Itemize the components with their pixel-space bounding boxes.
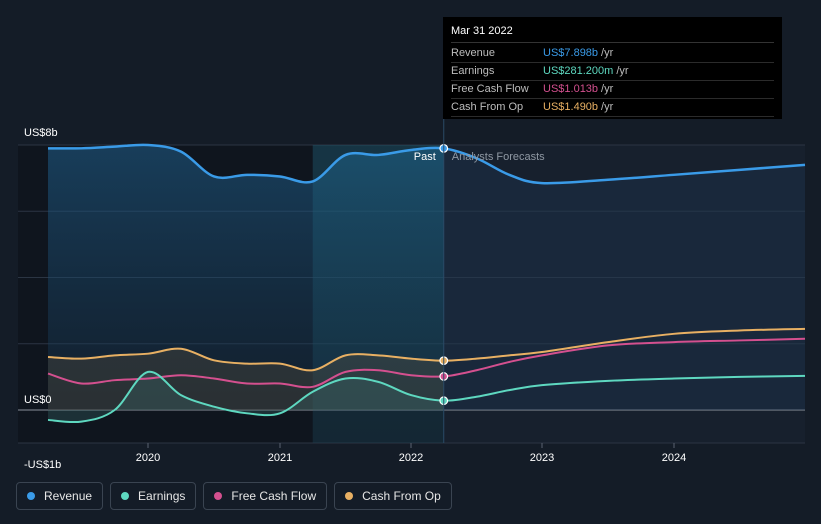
earnings-line — [47, 370, 806, 424]
tooltip-value: US$1.490b — [543, 101, 599, 113]
tooltip-value: US$1.013b — [543, 83, 599, 95]
highlight-band — [312, 145, 444, 443]
legend-label: Cash From Op — [362, 489, 441, 503]
tooltip-unit: /yr — [601, 101, 614, 113]
tooltip-label: Revenue — [451, 47, 496, 59]
tooltip-label: Earnings — [451, 65, 495, 77]
x-tick-label: 2022 — [399, 452, 423, 464]
tooltip-unit: /yr — [601, 83, 614, 95]
tooltip-label: Cash From Op — [451, 101, 524, 113]
y-axis-label-top: US$8b — [24, 127, 58, 139]
tooltip-label: Free Cash Flow — [451, 83, 529, 95]
tooltip-row-cash-from-op: Cash From Op US$1.490b /yr — [451, 99, 774, 117]
legend-dot-icon — [121, 492, 130, 500]
legend-item-cash-from-op[interactable]: Cash From Op — [334, 482, 452, 510]
cash-from-op-line — [47, 327, 806, 372]
legend-label: Earnings — [138, 489, 186, 503]
free-cash-flow-line — [47, 337, 806, 389]
legend-item-revenue[interactable]: Revenue — [16, 482, 104, 510]
tooltip-row-earnings: Earnings US$281.200m /yr — [451, 63, 774, 81]
forecast-region-background — [443, 145, 805, 443]
forecast-label: Analysts Forecasts — [452, 151, 545, 163]
x-tick-label: 2021 — [268, 452, 292, 464]
tooltip-unit: /yr — [601, 47, 614, 59]
tooltip-date: Mar 31 2022 — [451, 23, 774, 43]
x-tick-label: 2024 — [662, 452, 686, 464]
tooltip: Mar 31 2022 Revenue US$7.898b /yr Earnin… — [443, 17, 782, 119]
tooltip-unit: /yr — [616, 65, 629, 77]
legend-item-free-cash-flow[interactable]: Free Cash Flow — [203, 482, 328, 510]
legend-label: Free Cash Flow — [231, 489, 317, 503]
legend-dot-icon — [27, 492, 35, 500]
legend-dot-icon — [345, 492, 354, 500]
revenue-line — [47, 143, 806, 185]
tooltip-row-revenue: Revenue US$7.898b /yr — [451, 45, 774, 63]
legend-item-earnings[interactable]: Earnings — [110, 482, 197, 510]
revenue-forecast-area — [443, 148, 805, 410]
tooltip-row-free-cash-flow: Free Cash Flow US$1.013b /yr — [451, 81, 774, 99]
tooltip-value: US$281.200m — [543, 65, 614, 77]
cash-from-op-area — [48, 348, 444, 410]
x-tick-label: 2023 — [530, 452, 554, 464]
legend-label: Revenue — [44, 489, 93, 503]
earnings-area — [48, 371, 444, 423]
y-axis-label-bottom: -US$1b — [24, 459, 61, 471]
tooltip-value: US$7.898b — [543, 47, 599, 59]
past-label: Past — [414, 151, 436, 163]
legend-dot-icon — [214, 492, 223, 500]
legend: Revenue Earnings Free Cash Flow Cash Fro… — [16, 482, 452, 510]
y-axis-label-zero: US$0 — [24, 394, 52, 406]
x-tick-label: 2020 — [136, 452, 160, 464]
